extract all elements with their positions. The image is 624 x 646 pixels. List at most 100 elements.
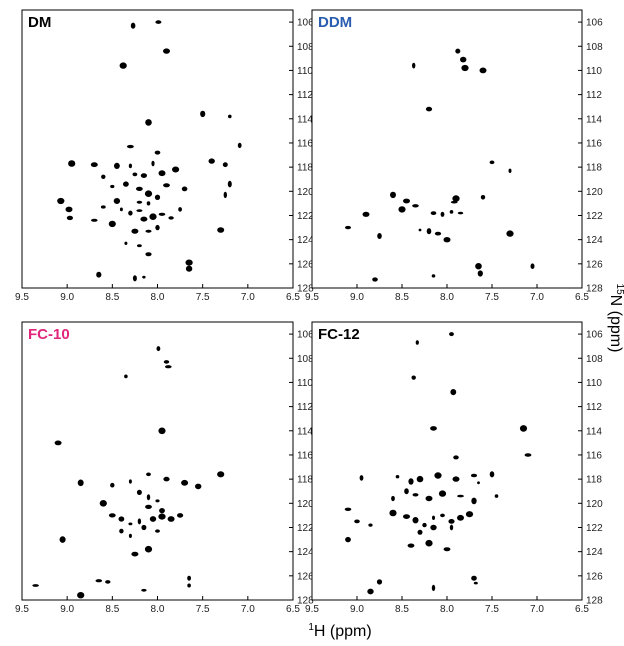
nmr-peak xyxy=(128,210,133,216)
nmr-peak xyxy=(163,360,170,364)
y-tick-label: 110 xyxy=(586,378,602,389)
nmr-peak xyxy=(489,471,495,478)
nmr-peak xyxy=(132,275,137,282)
nmr-peak xyxy=(208,158,215,164)
nmr-peak xyxy=(412,62,416,69)
y-tick-label: 106 xyxy=(586,18,603,29)
nmr-peak xyxy=(345,536,351,543)
nmr-peak xyxy=(389,509,397,517)
x-tick-label: 9.5 xyxy=(15,292,29,303)
y-tick-label: 128 xyxy=(297,596,314,607)
nmr-peak xyxy=(108,220,116,228)
nmr-peak xyxy=(145,119,152,126)
x-tick-label: 7.5 xyxy=(485,604,499,615)
nmr-peak xyxy=(132,172,138,177)
nmr-peak xyxy=(105,580,111,584)
x-axis-title-superscript: 1 xyxy=(308,622,314,633)
nmr-peak xyxy=(68,160,76,167)
nmr-peak xyxy=(128,163,132,169)
nmr-peak xyxy=(228,114,232,119)
nmr-peak xyxy=(227,180,232,188)
x-tick-label: 8.5 xyxy=(395,292,409,303)
y-axis-title: 15N (ppm) xyxy=(607,284,624,353)
y-axis-title-text: N (ppm) xyxy=(607,295,624,353)
nmr-peak xyxy=(473,581,478,585)
nmr-peak xyxy=(519,425,528,432)
nmr-peak xyxy=(470,473,478,478)
nmr-peak xyxy=(77,479,84,487)
nmr-peak xyxy=(391,495,395,502)
x-tick-label: 7.0 xyxy=(530,604,544,615)
x-tick-label: 9.5 xyxy=(15,604,29,615)
nmr-peak xyxy=(450,200,458,204)
y-tick-label: 128 xyxy=(297,284,314,295)
x-tick-label: 8.0 xyxy=(440,604,454,615)
nmr-peak xyxy=(159,508,165,514)
x-tick-label: 8.5 xyxy=(105,604,119,615)
nmr-peak xyxy=(217,227,225,233)
nmr-peak xyxy=(141,524,147,531)
nmr-peak xyxy=(181,479,189,486)
nmr-peak xyxy=(145,504,152,509)
panel-title: DM xyxy=(28,14,51,31)
nmr-peak xyxy=(131,551,139,557)
nmr-peak xyxy=(165,365,172,369)
nmr-peak xyxy=(158,513,166,520)
nmr-peak xyxy=(398,206,406,213)
nmr-peak xyxy=(452,195,460,202)
nmr-peak xyxy=(217,471,225,478)
nmr-peak xyxy=(99,500,107,507)
x-tick-label: 6.5 xyxy=(286,292,300,303)
nmr-peak xyxy=(460,56,467,63)
x-axis-title-text: H (ppm) xyxy=(314,623,372,640)
nmr-peak xyxy=(471,497,477,505)
y-tick-label: 114 xyxy=(297,114,313,125)
nmr-peak xyxy=(418,228,422,232)
x-tick-label: 8.5 xyxy=(395,604,409,615)
y-tick-label: 122 xyxy=(297,523,314,534)
x-tick-label: 8.5 xyxy=(105,292,119,303)
y-tick-label: 126 xyxy=(586,259,603,270)
nmr-peak xyxy=(137,244,142,248)
nmr-peak xyxy=(163,476,170,482)
spectrum-panel-3: 9.5 9.0 8.5 8.0 7.5 7.0 6.5 106 108 110 112 114 116 1… xyxy=(15,321,314,615)
nmr-peak xyxy=(158,427,166,435)
nmr-peak xyxy=(412,517,419,524)
y-tick-label: 112 xyxy=(297,402,313,413)
y-tick-label: 106 xyxy=(586,330,603,341)
y-tick-label: 122 xyxy=(297,211,314,222)
nmr-peak xyxy=(395,475,400,479)
nmr-peak xyxy=(96,271,102,278)
y-tick-label: 112 xyxy=(297,90,313,101)
x-tick-label: 8.0 xyxy=(440,292,454,303)
nmr-peak xyxy=(151,160,155,167)
nmr-peak xyxy=(475,263,482,270)
nmr-peak xyxy=(57,197,65,205)
nmr-peak xyxy=(195,483,202,490)
y-tick-label: 116 xyxy=(297,450,313,461)
y-tick-label: 108 xyxy=(586,354,603,365)
nmr-peak xyxy=(457,211,464,215)
nmr-peak xyxy=(128,533,132,539)
y-tick-label: 110 xyxy=(297,378,313,389)
nmr-peak xyxy=(477,270,483,277)
nmr-peak xyxy=(430,211,437,216)
nmr-peak xyxy=(508,168,512,173)
y-tick-label: 108 xyxy=(297,354,314,365)
nmr-peak xyxy=(185,259,193,266)
plot-frame xyxy=(21,321,294,601)
nmr-peak xyxy=(377,233,382,239)
nmr-peak xyxy=(65,206,73,213)
nmr-peak xyxy=(110,184,115,189)
y-tick-label: 128 xyxy=(586,284,603,295)
nmr-peak xyxy=(408,478,414,485)
nmr-peak xyxy=(145,252,152,257)
nmr-peak xyxy=(163,183,170,188)
x-tick-label: 6.5 xyxy=(575,604,589,615)
nmr-peak xyxy=(119,62,127,69)
nmr-peak xyxy=(412,493,419,497)
nmr-peak xyxy=(417,529,423,535)
nmr-peak xyxy=(59,536,66,543)
nmr-peak xyxy=(101,174,106,179)
